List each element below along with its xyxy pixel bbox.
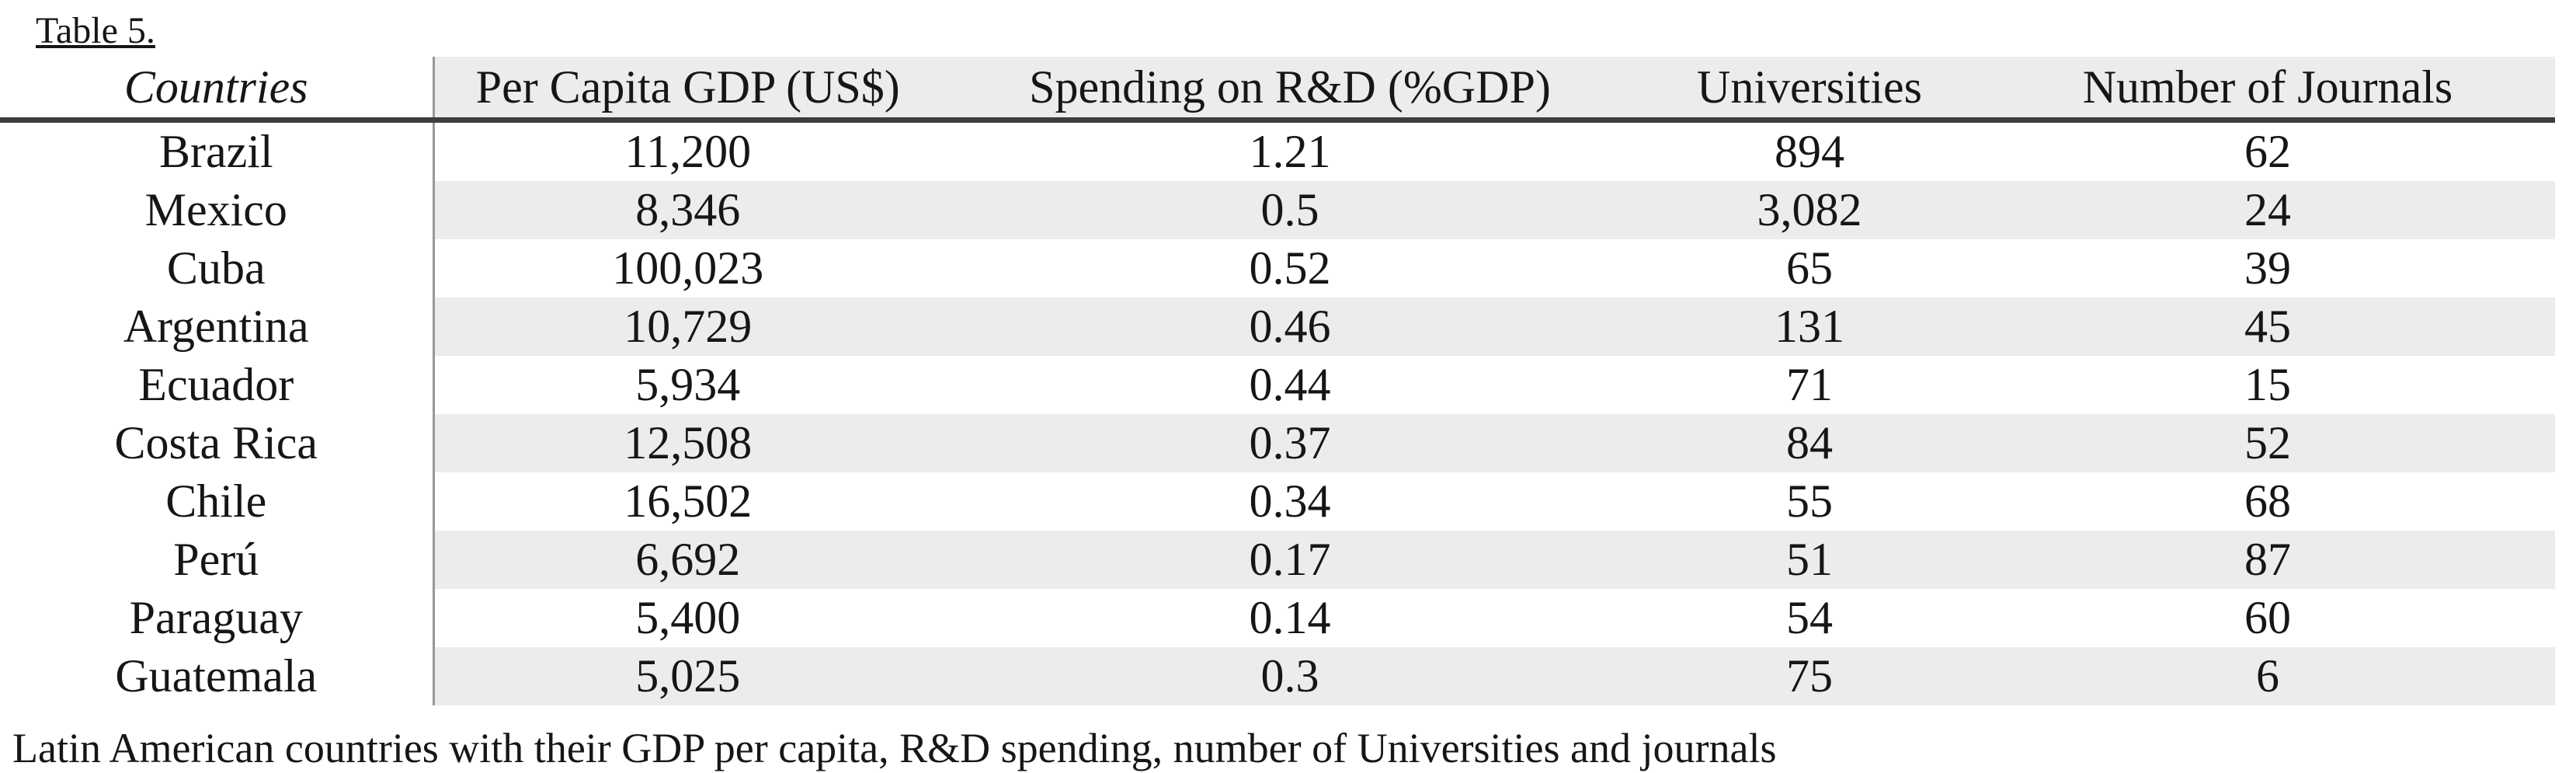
table-cell-universities: 894 xyxy=(1639,120,1980,181)
table-cell-journals: 60 xyxy=(1980,589,2555,647)
table-cell-universities: 55 xyxy=(1639,472,1980,531)
table-cell-journals: 45 xyxy=(1980,298,2555,356)
table-cell-country: Perú xyxy=(0,531,435,589)
table-row-argentina: Argentina 10,729 0.46 131 45 xyxy=(0,298,2555,356)
table-row-cuba: Cuba 100,023 0.52 65 39 xyxy=(0,239,2555,298)
countries-data-table: Countries Per Capita GDP (US$) Spending … xyxy=(0,57,2555,705)
table-cell-rd: 0.34 xyxy=(941,472,1639,531)
table-cell-gdp: 5,025 xyxy=(433,647,941,705)
column-header-number-of-journals: Number of Journals xyxy=(1980,57,2555,123)
table-cell-journals: 24 xyxy=(1980,181,2555,239)
table-cell-universities: 51 xyxy=(1639,531,1980,589)
table-cell-universities: 84 xyxy=(1639,414,1980,472)
table-cell-journals: 87 xyxy=(1980,531,2555,589)
table-row-peru: Perú 6,692 0.17 51 87 xyxy=(0,531,2555,589)
table-cell-rd: 0.3 xyxy=(941,647,1639,705)
table-cell-universities: 75 xyxy=(1639,647,1980,705)
table-cell-gdp: 5,400 xyxy=(433,589,941,647)
table-cell-gdp: 10,729 xyxy=(433,298,941,356)
table-cell-country: Paraguay xyxy=(0,589,435,647)
table-cell-gdp: 5,934 xyxy=(433,356,941,414)
table-row-mexico: Mexico 8,346 0.5 3,082 24 xyxy=(0,181,2555,239)
table-cell-country: Cuba xyxy=(0,239,435,298)
table-cell-journals: 68 xyxy=(1980,472,2555,531)
table-cell-rd: 0.37 xyxy=(941,414,1639,472)
table-row-chile: Chile 16,502 0.34 55 68 xyxy=(0,472,2555,531)
table-cell-journals: 52 xyxy=(1980,414,2555,472)
header-row: Countries Per Capita GDP (US$) Spending … xyxy=(0,57,2555,123)
table-cell-gdp: 16,502 xyxy=(433,472,941,531)
table-cell-rd: 0.14 xyxy=(941,589,1639,647)
table-row-guatemala: Guatemala 5,025 0.3 75 6 xyxy=(0,647,2555,705)
table-cell-journals: 62 xyxy=(1980,120,2555,181)
table-cell-rd: 0.46 xyxy=(941,298,1639,356)
table-cell-rd: 0.52 xyxy=(941,239,1639,298)
table-cell-universities: 131 xyxy=(1639,298,1980,356)
table-cell-journals: 39 xyxy=(1980,239,2555,298)
table-label: Table 5. xyxy=(36,10,155,51)
table-cell-country: Brazil xyxy=(0,120,435,181)
column-header-rd-spending: Spending on R&D (%GDP) xyxy=(941,57,1639,123)
table-cell-gdp: 12,508 xyxy=(433,414,941,472)
table-cell-universities: 3,082 xyxy=(1639,181,1980,239)
table-cell-gdp: 100,023 xyxy=(433,239,941,298)
column-header-countries: Countries xyxy=(0,57,435,123)
table-cell-rd: 1.21 xyxy=(941,120,1639,181)
table-cell-universities: 71 xyxy=(1639,356,1980,414)
table-cell-journals: 6 xyxy=(1980,647,2555,705)
table-cell-country: Argentina xyxy=(0,298,435,356)
table-cell-country: Guatemala xyxy=(0,647,435,705)
table-row-ecuador: Ecuador 5,934 0.44 71 15 xyxy=(0,356,2555,414)
table-cell-country: Costa Rica xyxy=(0,414,435,472)
table-cell-gdp: 8,346 xyxy=(433,181,941,239)
table-cell-gdp: 6,692 xyxy=(433,531,941,589)
table-cell-universities: 54 xyxy=(1639,589,1980,647)
table-cell-rd: 0.17 xyxy=(941,531,1639,589)
table-row-costa-rica: Costa Rica 12,508 0.37 84 52 xyxy=(0,414,2555,472)
table-cell-journals: 15 xyxy=(1980,356,2555,414)
table-cell-gdp: 11,200 xyxy=(433,120,941,181)
table-cell-rd: 0.5 xyxy=(941,181,1639,239)
table-cell-universities: 65 xyxy=(1639,239,1980,298)
table-cell-country: Chile xyxy=(0,472,435,531)
table-cell-rd: 0.44 xyxy=(941,356,1639,414)
table-row-paraguay: Paraguay 5,400 0.14 54 60 xyxy=(0,589,2555,647)
column-header-universities: Universities xyxy=(1639,57,1980,123)
table-cell-country: Ecuador xyxy=(0,356,435,414)
table-cell-country: Mexico xyxy=(0,181,435,239)
table-row-brazil: Brazil 11,200 1.21 894 62 xyxy=(0,120,2555,181)
table-caption: Latin American countries with their GDP … xyxy=(12,725,1777,771)
column-header-per-capita-gdp: Per Capita GDP (US$) xyxy=(433,57,941,123)
